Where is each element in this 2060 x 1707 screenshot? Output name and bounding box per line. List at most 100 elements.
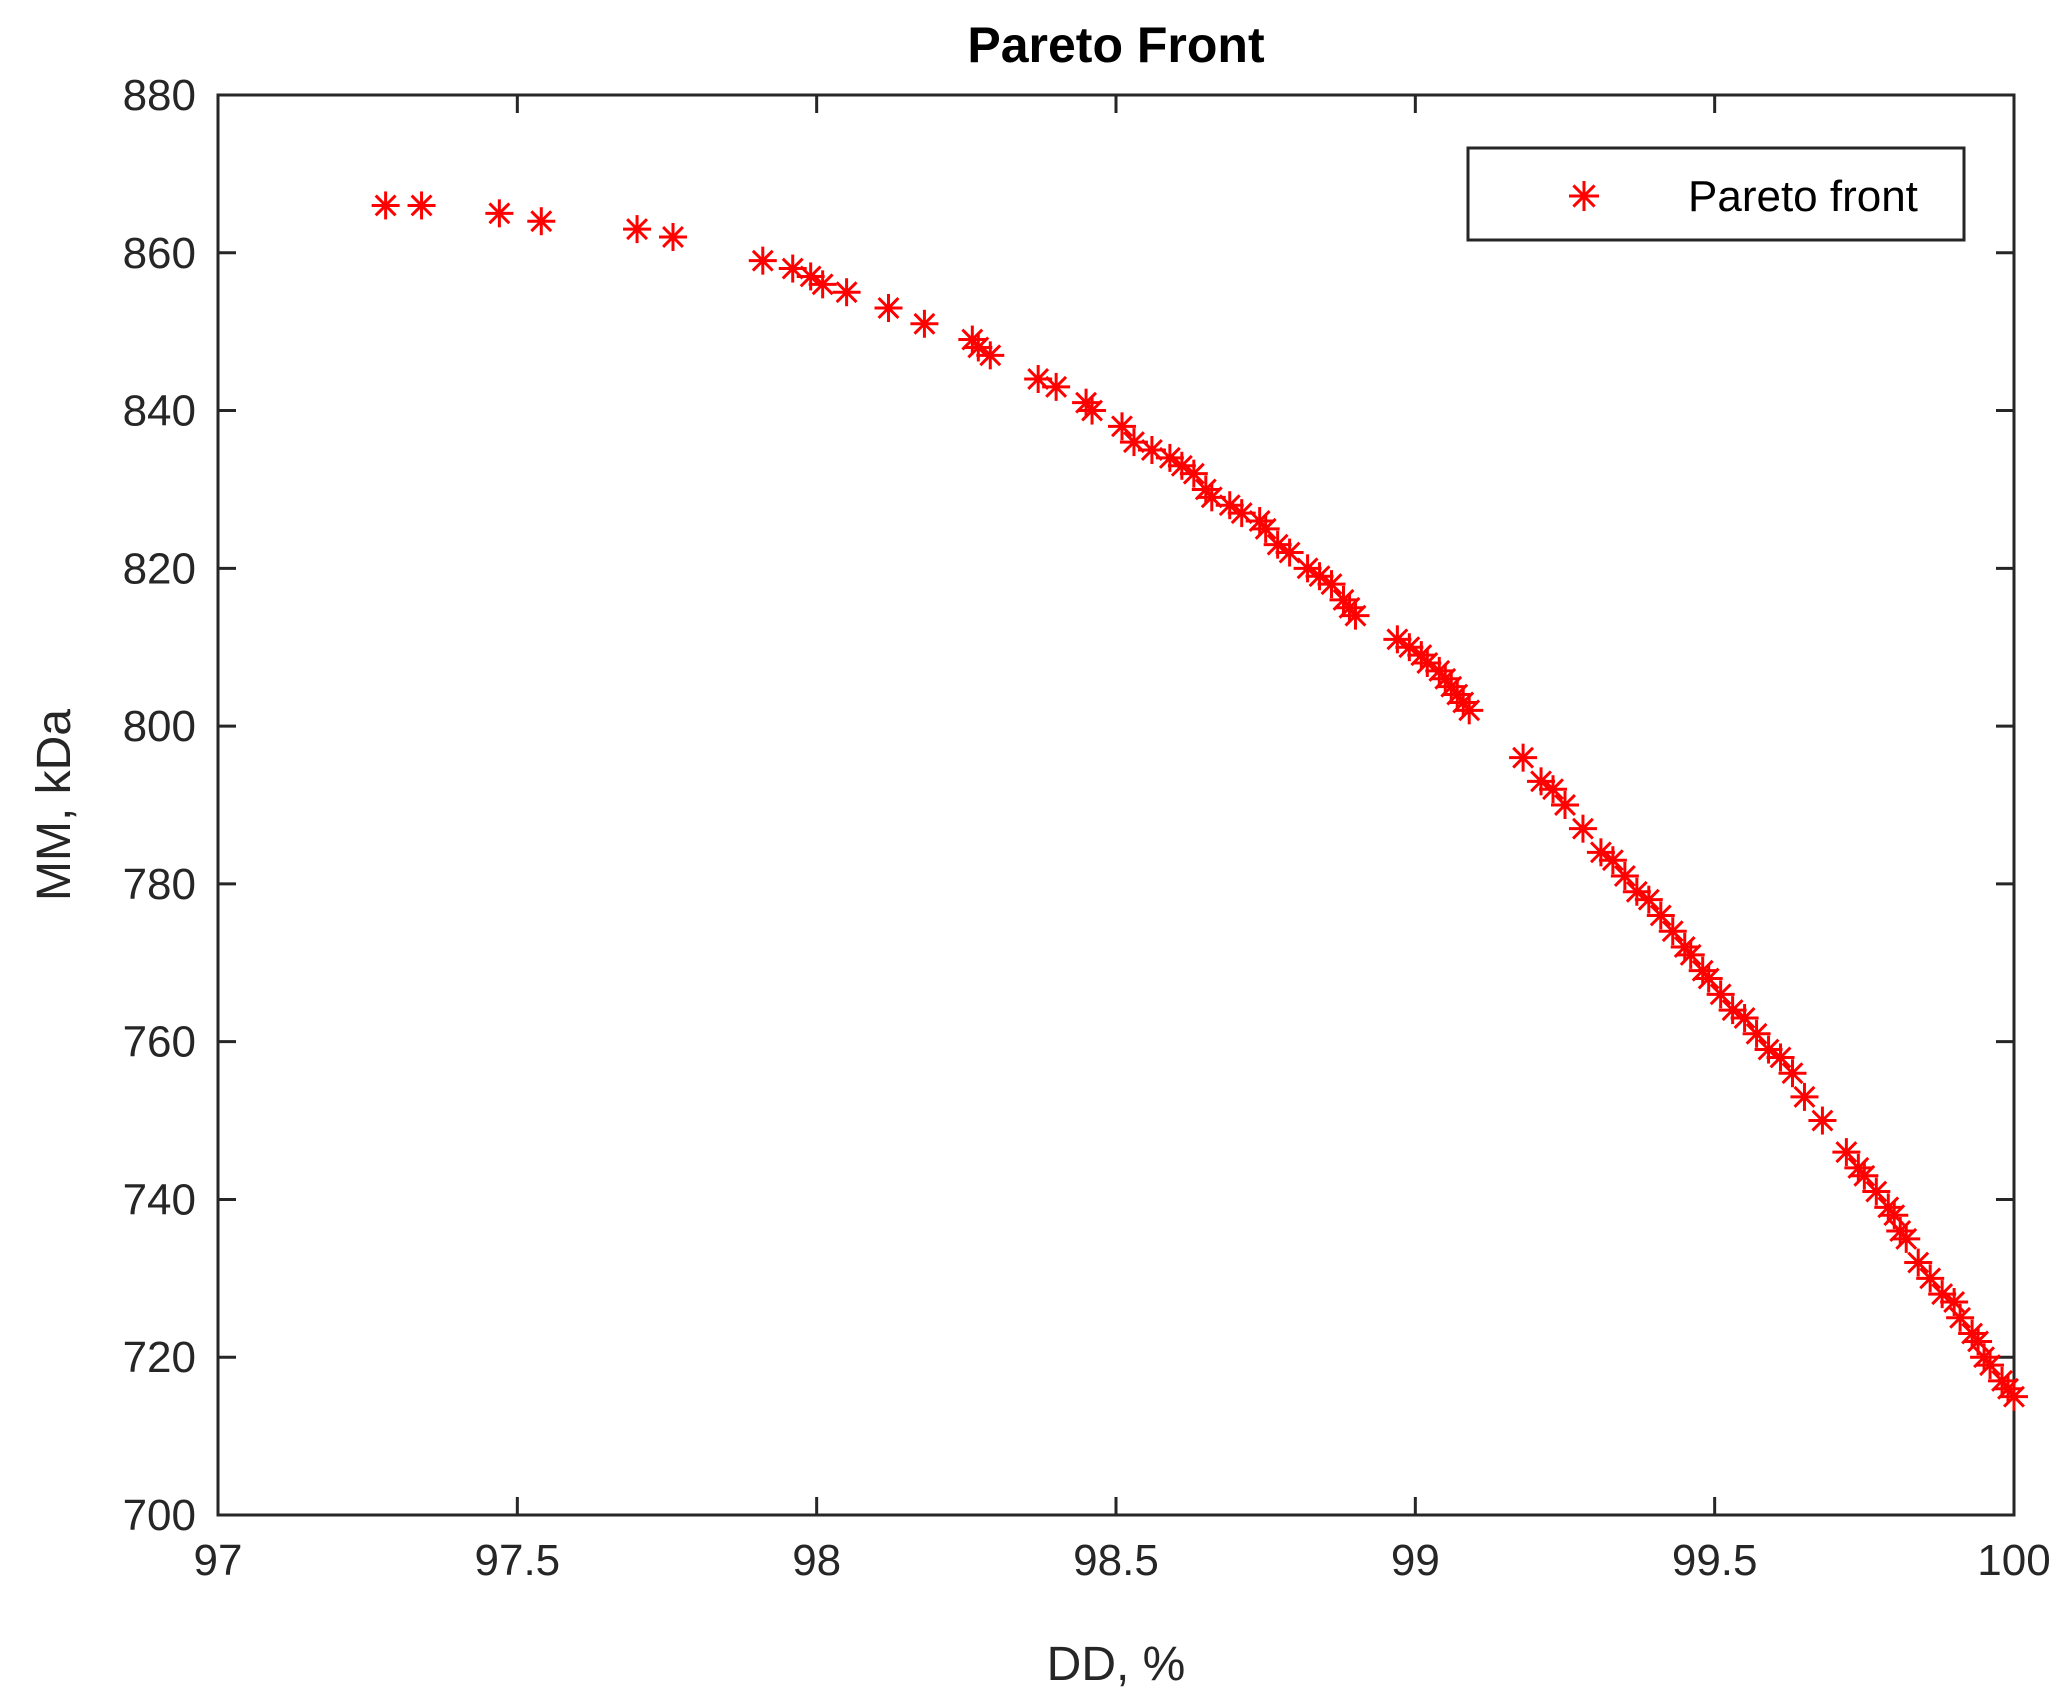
asterisk-stroke [1601,849,1624,872]
asterisk-stroke [1230,502,1253,525]
data-point [1778,1059,1807,1088]
data-point [1766,1043,1795,1072]
asterisk-stroke [1835,1141,1858,1164]
y-tick-label: 800 [123,702,196,751]
asterisk-stroke [1296,557,1319,580]
asterisk-stroke [1625,880,1648,903]
data-point [1042,372,1071,401]
data-point [1850,1161,1879,1190]
data-point [1676,940,1705,969]
y-tick-label: 880 [123,71,196,120]
asterisk-stroke [1919,1267,1942,1290]
asterisk-stroke [1793,1085,1816,1108]
data-point [1275,538,1304,567]
asterisk-stroke [1122,431,1145,454]
y-axis-label: MM, kDa [28,709,81,901]
asterisk-stroke [1320,573,1343,596]
data-point [808,270,837,299]
data-point [778,254,807,283]
data-points [371,191,2028,1411]
data-point [748,246,777,275]
data-point [1706,980,1735,1009]
data-point [1107,412,1136,441]
data-point [527,207,556,236]
data-point [976,341,1005,370]
x-tick-label: 97 [194,1536,243,1585]
asterisk-stroke [1589,841,1612,864]
asterisk-stroke [799,265,822,288]
data-point [1832,1138,1861,1167]
x-tick-label: 99.5 [1672,1536,1758,1585]
asterisk-stroke [1883,1204,1906,1227]
asterisk-stroke [1571,817,1594,840]
asterisk-stroke [979,344,1002,367]
asterisk-stroke [410,194,433,217]
x-tick-label: 99 [1391,1536,1440,1585]
asterisk-stroke [1865,1180,1888,1203]
y-tick-label: 840 [123,387,196,436]
data-point [1078,396,1107,425]
asterisk-stroke [1679,943,1702,966]
x-axis-label: DD, % [1047,1638,1186,1691]
data-point [1976,1351,2005,1380]
data-point [407,191,436,220]
asterisk-stroke [1200,486,1223,509]
asterisk-stroke [626,218,649,241]
asterisk-stroke [2003,1385,2025,1408]
asterisk-stroke [1045,375,1068,398]
data-point [1892,1224,1921,1253]
y-tick-label: 860 [123,229,196,278]
data-point [1598,846,1627,875]
asterisk-stroke [1386,628,1409,651]
data-point [1568,814,1597,843]
legend-marker [1569,181,1599,211]
data-point [1730,1004,1759,1032]
asterisk-stroke [1254,517,1277,540]
asterisk-stroke [662,226,684,248]
asterisk-stroke [1637,888,1660,911]
data-point [1317,570,1346,599]
legend-marker-asterisk [1569,181,1599,211]
asterisk-stroke [1943,1291,1966,1313]
x-tick-label: 97.5 [475,1536,561,1585]
asterisk-stroke [835,281,858,304]
data-point [1539,775,1568,804]
data-point [1742,1019,1771,1048]
asterisk-stroke [1027,368,1050,390]
y-tick-label: 700 [123,1491,196,1540]
data-point [485,199,514,228]
data-point [1694,964,1723,993]
data-point [658,223,687,251]
asterisk-stroke [1182,462,1205,485]
data-point [1634,885,1663,914]
data-point [2000,1382,2028,1411]
asterisk-stroke [877,297,900,319]
asterisk-stroke [1140,439,1163,461]
y-tick-label: 740 [123,1175,196,1224]
data-point [1946,1303,1975,1332]
asterisk-stroke [1733,1007,1756,1029]
asterisk-stroke [530,210,553,233]
asterisk-stroke [1709,983,1732,1006]
data-point [1658,917,1687,946]
asterisk-stroke [1530,770,1553,793]
asterisk-stroke [1931,1283,1954,1306]
chart-title: Pareto Front [967,17,1265,73]
asterisk-stroke [1554,794,1576,816]
asterisk-stroke [1769,1046,1792,1069]
asterisk-stroke [1967,1330,1990,1353]
asterisk-stroke [1458,699,1481,722]
asterisk-stroke [1781,1062,1804,1085]
data-point [1455,696,1484,725]
data-point [1251,514,1280,543]
data-point [1509,743,1538,772]
asterisk-stroke [374,194,397,217]
asterisk-stroke [1745,1022,1768,1045]
asterisk-stroke [1613,865,1636,887]
asterisk-stroke [1649,904,1672,927]
asterisk-stroke [1158,446,1181,469]
asterisk-stroke [1979,1354,2002,1377]
asterisk-stroke [1721,999,1744,1022]
data-point [874,294,903,322]
